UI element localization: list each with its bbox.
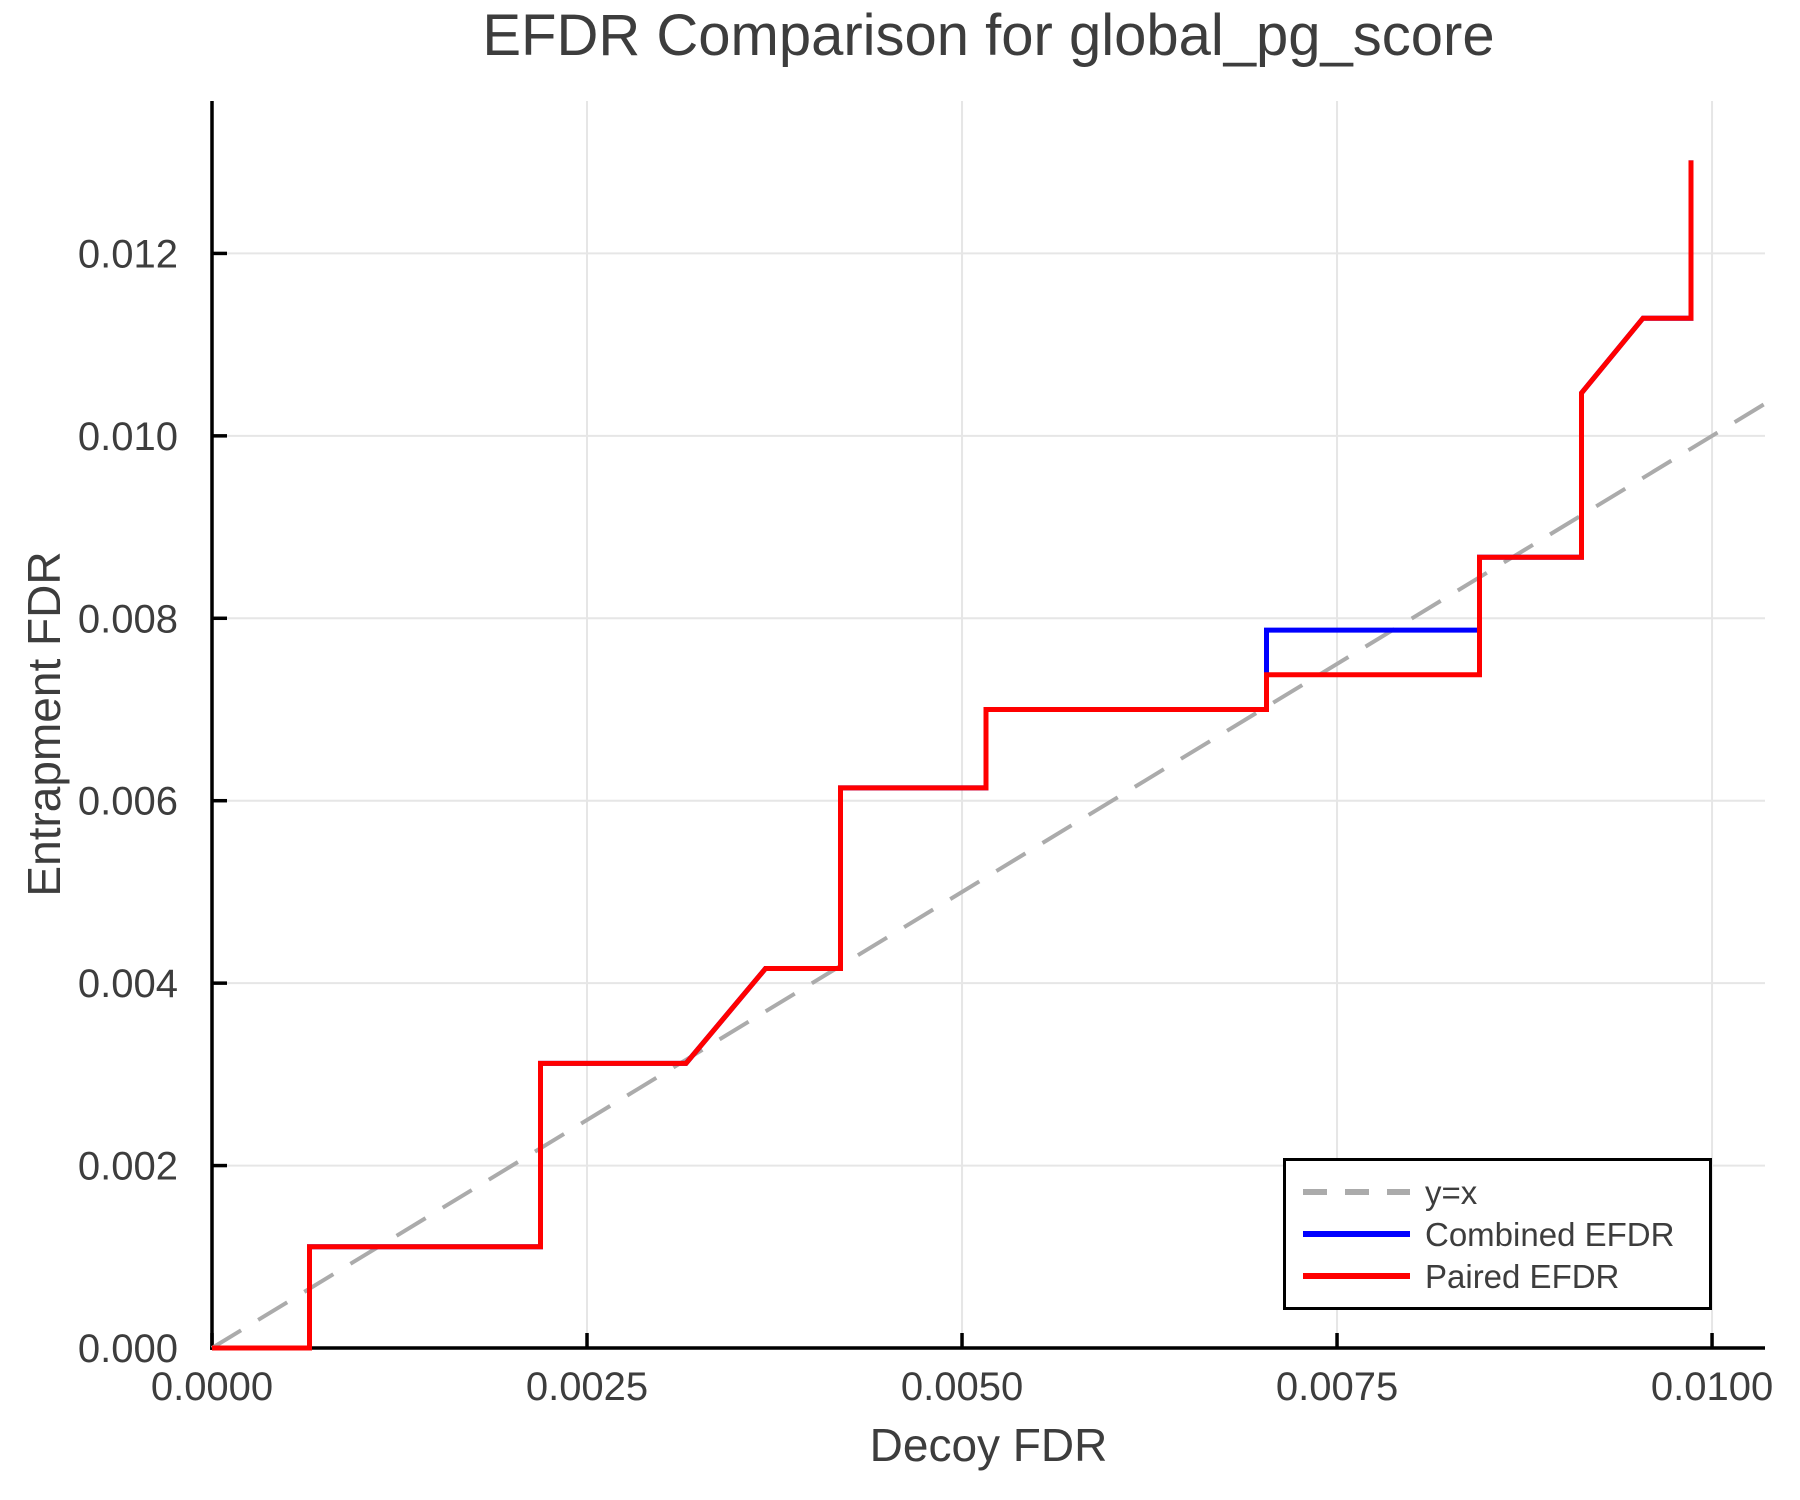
legend-entry-yx: y=x bbox=[1303, 1173, 1709, 1212]
y-tick-label: 0.010 bbox=[78, 415, 178, 459]
y-tick-label: 0.002 bbox=[78, 1145, 178, 1189]
legend: y=x Combined EFDR Paired EFDR bbox=[1283, 1158, 1712, 1310]
y-tick-label: 0.006 bbox=[78, 780, 178, 824]
x-tick-label: 0.0075 bbox=[1276, 1365, 1398, 1409]
y-tick-label: 0.000 bbox=[78, 1327, 178, 1371]
y-axis-label: Entrapment FDR bbox=[18, 551, 70, 897]
legend-yx-swatch-icon bbox=[1303, 1189, 1410, 1195]
x-tick-label: 0.0050 bbox=[901, 1365, 1023, 1409]
legend-combined-swatch-icon bbox=[1303, 1231, 1410, 1237]
x-tick-label: 0.0025 bbox=[526, 1365, 648, 1409]
y-tick-label: 0.004 bbox=[78, 962, 178, 1006]
legend-entry-paired-efdr: Paired EFDR bbox=[1303, 1257, 1709, 1296]
series-y-x bbox=[210, 401, 1767, 1350]
chart-title: EFDR Comparison for global_pg_score bbox=[482, 3, 1495, 68]
series-paired-efdr bbox=[212, 160, 1694, 1351]
legend-label-paired-efdr: Paired EFDR bbox=[1425, 1257, 1620, 1295]
x-axis-label: Decoy FDR bbox=[869, 1419, 1108, 1471]
legend-entry-combined-efdr: Combined EFDR bbox=[1303, 1215, 1709, 1254]
y-tick-label: 0.012 bbox=[78, 232, 178, 276]
y-tick-label: 0.008 bbox=[78, 597, 178, 641]
legend-paired-swatch-icon bbox=[1303, 1273, 1410, 1279]
x-tick-label: 0.0000 bbox=[151, 1365, 273, 1409]
x-tick-label: 0.0100 bbox=[1651, 1365, 1773, 1409]
legend-label-combined-efdr: Combined EFDR bbox=[1425, 1215, 1675, 1253]
legend-label-yx: y=x bbox=[1425, 1173, 1478, 1211]
